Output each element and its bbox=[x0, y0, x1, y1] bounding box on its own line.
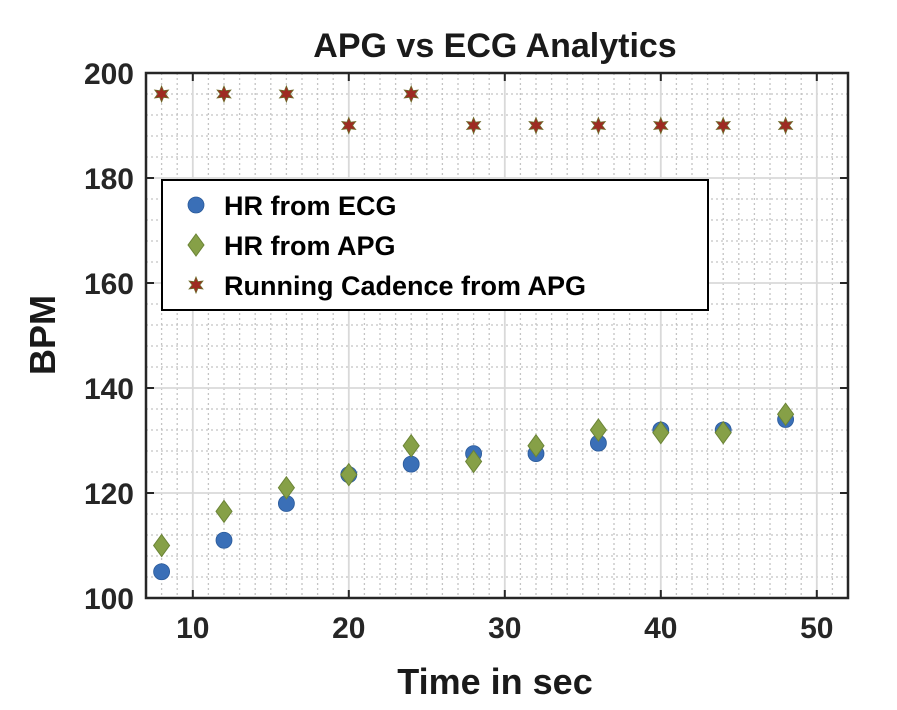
x-tick-label: 40 bbox=[644, 612, 677, 645]
axis-ticks bbox=[146, 72, 848, 599]
y-tick-label: 160 bbox=[84, 268, 134, 301]
chart-title: APG vs ECG Analytics bbox=[313, 27, 676, 65]
legend-label: Running Cadence from APG bbox=[224, 271, 586, 301]
x-tick-label: 50 bbox=[800, 612, 833, 645]
legend-label: HR from APG bbox=[224, 231, 396, 261]
plot-frame bbox=[144, 71, 850, 600]
data-point bbox=[464, 449, 483, 474]
data-point bbox=[652, 420, 670, 445]
legend-marker bbox=[187, 233, 205, 257]
legend: HR from ECG HR from APG Running Cadence fr… bbox=[161, 179, 709, 311]
data-point bbox=[153, 84, 170, 104]
y-tick-label: 180 bbox=[84, 163, 134, 196]
data-point bbox=[652, 116, 669, 135]
data-point bbox=[215, 499, 233, 524]
data-point bbox=[402, 433, 420, 458]
minor-grid bbox=[145, 73, 849, 598]
legend-marker bbox=[187, 196, 205, 214]
legend-entry: Running Cadence from APG bbox=[188, 271, 586, 301]
data-point bbox=[528, 116, 544, 135]
data-point bbox=[589, 418, 608, 442]
data-point bbox=[714, 420, 732, 445]
data-point bbox=[277, 475, 296, 500]
data-marks bbox=[152, 84, 795, 581]
data-point bbox=[776, 402, 795, 427]
data-point bbox=[215, 531, 233, 549]
data-point bbox=[715, 116, 732, 135]
x-tick-label: 30 bbox=[488, 612, 521, 645]
y-tick-label: 100 bbox=[84, 583, 134, 616]
major-grid bbox=[146, 72, 848, 599]
x-axis-label: Time in sec bbox=[397, 661, 592, 702]
legend-label: HR from ECG bbox=[224, 191, 397, 221]
y-tick-label: 120 bbox=[84, 478, 134, 511]
x-tick-label: 10 bbox=[176, 612, 209, 645]
series-2 bbox=[152, 402, 795, 558]
series-3 bbox=[153, 84, 794, 135]
data-point bbox=[402, 455, 420, 473]
data-point bbox=[403, 84, 420, 104]
legend-entry: HR from APG bbox=[187, 231, 396, 261]
data-point bbox=[153, 563, 171, 581]
data-point bbox=[216, 84, 232, 104]
data-point bbox=[340, 462, 358, 487]
data-point bbox=[527, 433, 545, 458]
legend-box bbox=[161, 179, 709, 311]
y-axis-label: BPM bbox=[22, 295, 63, 375]
data-point bbox=[340, 116, 357, 135]
y-tick-label: 140 bbox=[84, 373, 134, 406]
legend-entry: HR from ECG bbox=[187, 191, 397, 221]
data-point bbox=[777, 116, 794, 135]
legend-marker bbox=[188, 275, 204, 295]
data-point bbox=[278, 84, 295, 104]
x-tick-label: 20 bbox=[332, 612, 365, 645]
tick-labels: 10 20 30 40 50 100 120 140 160 180 200 bbox=[84, 58, 834, 645]
data-point bbox=[152, 533, 171, 558]
y-tick-label: 200 bbox=[84, 58, 134, 91]
data-point bbox=[465, 116, 482, 135]
data-point bbox=[590, 116, 607, 135]
